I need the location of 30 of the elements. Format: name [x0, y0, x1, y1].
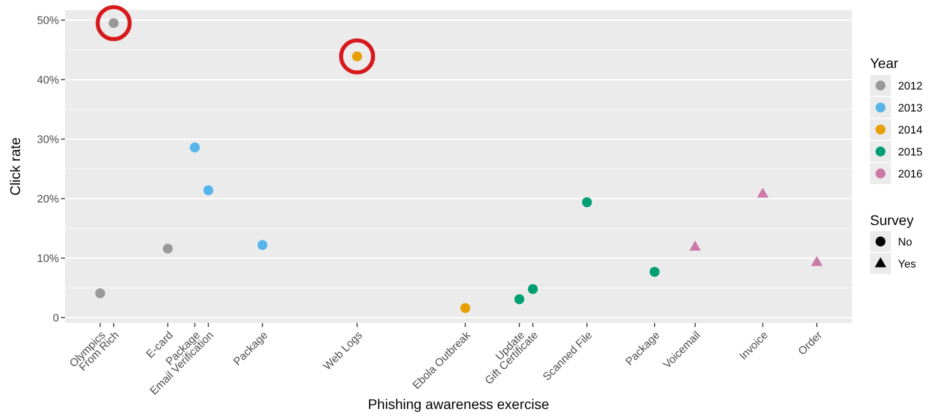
legend-label: 2012 [898, 80, 922, 92]
point [203, 185, 214, 196]
x-axis-title: Phishing awareness exercise [368, 396, 550, 412]
text: Yes [898, 258, 916, 270]
legend-title: Year [870, 55, 899, 71]
legend-label: 2015 [898, 146, 922, 158]
point [582, 197, 592, 208]
point [514, 294, 524, 304]
y-tick-label: 10% [36, 252, 60, 265]
y-axis-title: Click rate [7, 137, 23, 196]
legend-label: 2016 [898, 168, 922, 180]
legend-label: 2013 [898, 102, 922, 114]
point [528, 284, 538, 294]
point [757, 188, 769, 198]
y-tick-label: 50% [36, 14, 60, 27]
text: No [898, 236, 912, 248]
point [460, 303, 470, 314]
y-tick-label: 20% [36, 193, 60, 206]
y-tick-label: 0 [52, 312, 59, 324]
y-tick-label: 40% [36, 74, 60, 86]
point [689, 240, 701, 251]
legend-label: 2014 [898, 124, 922, 136]
point [650, 266, 660, 277]
point [162, 244, 173, 254]
point [257, 240, 268, 250]
point [811, 256, 823, 266]
point [95, 288, 106, 298]
y-tick-label: 30% [36, 134, 60, 146]
text: Survey [870, 212, 914, 228]
point [190, 142, 200, 152]
